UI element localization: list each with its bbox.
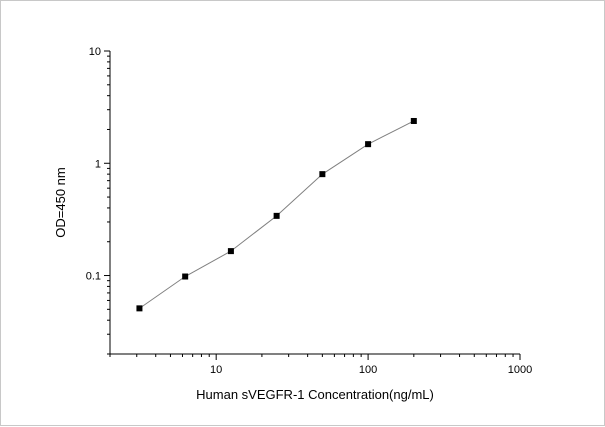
x-axis-title: Human sVEGFR-1 Concentration(ng/mL) — [196, 387, 434, 402]
y-tick-label: 10 — [89, 46, 101, 58]
y-axis-title: OD=450 nm — [53, 167, 68, 237]
data-point — [319, 171, 326, 178]
data-point — [365, 141, 372, 148]
data-point — [273, 212, 280, 219]
data-point — [182, 273, 189, 280]
y-ticks: 0.1 1 10 — [86, 46, 110, 355]
y-tick-label: 0.1 — [86, 271, 101, 283]
series-markers — [136, 117, 417, 312]
data-point — [227, 248, 234, 255]
data-point — [136, 305, 143, 312]
data-point — [410, 117, 417, 124]
y-tick-label: 1 — [95, 158, 101, 170]
x-ticks: 10 100 1000 — [109, 354, 532, 376]
x-tick-label: 1000 — [508, 364, 532, 376]
x-tick-label: 10 — [210, 364, 222, 376]
axes — [109, 51, 520, 355]
x-tick-label: 100 — [359, 364, 377, 376]
